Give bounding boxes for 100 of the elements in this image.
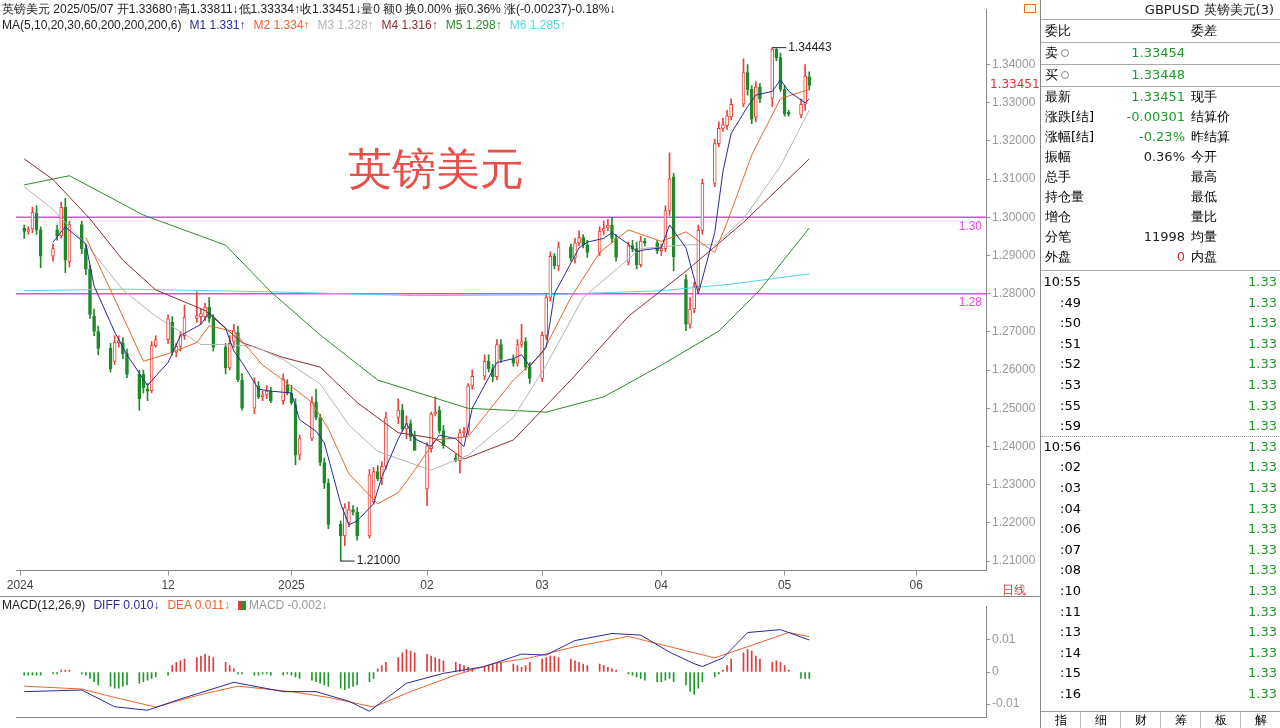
x-tick-label: 2024 [6, 578, 34, 593]
text: 1.33 [1248, 685, 1277, 703]
y-tick-label: -0.01 [992, 696, 1020, 711]
y-tick-label: 1.29000 [992, 247, 1036, 262]
text: 1.33 [1248, 396, 1277, 415]
text: 1.33454 [1131, 44, 1185, 62]
text: 振幅 [1045, 148, 1071, 166]
y-tick-label: 1.25000 [992, 400, 1036, 415]
text: 指 [1041, 712, 1081, 728]
y-tick-label: 1.26000 [992, 362, 1036, 377]
text: :50 [1060, 314, 1081, 333]
text: 1.33 [1248, 602, 1277, 621]
text: :52 [1060, 355, 1081, 374]
text: 现手 [1191, 88, 1217, 106]
text: :14 [1060, 643, 1081, 662]
text: 1.33 [1248, 623, 1277, 642]
text: 板 [1201, 712, 1241, 728]
x-tick-label: 12 [161, 578, 176, 593]
text: 1.33 [1248, 273, 1277, 291]
text: 1.33 [1248, 458, 1277, 477]
text: 最新 [1045, 88, 1071, 106]
text: :55 [1060, 396, 1081, 415]
text: 最低 [1191, 188, 1217, 206]
text: DEA 0.011↓ [167, 598, 230, 612]
text: DIFF 0.010↓ [93, 598, 160, 612]
text: 日线 [1002, 582, 1026, 599]
text: 1.33 [1248, 293, 1277, 312]
text: 今开 [1191, 148, 1217, 166]
text: 1.33 [1248, 376, 1277, 394]
y-tick-label: 0 [992, 664, 999, 679]
text: 结算价 [1191, 108, 1230, 126]
text: M4 1.316↑ [381, 18, 438, 32]
text: 委差 [1191, 22, 1217, 40]
text: :10 [1060, 582, 1081, 600]
annotation: 1.34443 [788, 39, 832, 54]
y-tick-label: 1.28000 [992, 286, 1036, 301]
text: 内盘 [1191, 248, 1217, 266]
text: 1.33 [1248, 582, 1277, 600]
text: :04 [1060, 499, 1081, 518]
text: 1.33 [1248, 561, 1277, 580]
text: 筹 [1161, 712, 1201, 728]
text: :03 [1060, 479, 1081, 497]
text: 解 [1241, 712, 1280, 728]
chart-title: MACD(12,26,9) [2, 598, 86, 612]
text: 总手 [1045, 168, 1071, 186]
text: 1.33 [1248, 355, 1277, 374]
text: 细 [1081, 712, 1121, 728]
text: :06 [1060, 520, 1081, 539]
text: 1.33 [1248, 417, 1277, 436]
text: 1.33 [1248, 499, 1277, 518]
text: 分笔 [1045, 228, 1071, 246]
text: :59 [1060, 417, 1081, 436]
text: M2 1.334↑ [253, 18, 310, 32]
chart-title: 英镑美元 2025/05/07 开1.33680↑高1.33811↓低1.33334↑收1.33451↓量0 额0 换0.00% 振0.36% 涨(-0.00237)-0.18%↓ [2, 2, 616, 16]
y-tick-label: 1.31000 [992, 171, 1036, 186]
y-tick-label: 1.23000 [992, 476, 1036, 491]
text: :49 [1060, 293, 1081, 312]
text: 0.36% [1143, 148, 1185, 166]
y-tick-label: 1.34000 [992, 56, 1036, 71]
text: 涨幅[结] [1045, 128, 1095, 146]
text: 0 [1176, 248, 1185, 266]
y-tick-label: 1.32000 [992, 133, 1036, 148]
y-tick-label: 1.21000 [992, 553, 1036, 568]
text: 1.33 [1248, 664, 1277, 683]
text: 1.33 [1248, 643, 1277, 662]
y-tick-label: 1.24000 [992, 438, 1036, 453]
text: 增仓 [1045, 208, 1071, 226]
y-tick-label: 0.01 [992, 632, 1016, 647]
text: M5 1.298↑ [445, 18, 502, 32]
text: 1.33451 [1131, 88, 1185, 106]
ref-line-label: 1.30 [958, 218, 983, 233]
text: 10:56 [1043, 437, 1081, 456]
x-tick-label: 2025 [278, 578, 306, 593]
text: 11998 [1143, 228, 1185, 246]
legend-title: MA(5,10,20,30,60,200,200,200,6) [2, 18, 182, 32]
x-tick-label: 03 [535, 578, 550, 593]
text: 卖 [1045, 44, 1058, 62]
x-tick-label: 04 [654, 578, 669, 593]
y-tick-label: 1.27000 [992, 324, 1036, 339]
text: 持仓量 [1045, 188, 1084, 206]
text: M3 1.328↑ [317, 18, 374, 32]
x-tick-label: 02 [420, 578, 435, 593]
text: :15 [1060, 664, 1081, 683]
text: 涨跌[结] [1045, 108, 1095, 126]
text: 外盘 [1045, 248, 1071, 266]
text: 1.33 [1248, 540, 1277, 559]
text: M6 1.285↑ [509, 18, 566, 32]
text: 1.33 [1248, 437, 1277, 456]
text: 1.33 [1248, 479, 1277, 497]
text: 昨结算 [1191, 128, 1230, 146]
text: 1.33 [1248, 520, 1277, 539]
text: -0.23% [1139, 128, 1185, 146]
text: :51 [1060, 334, 1081, 353]
text: 最高 [1191, 168, 1217, 186]
text: :16 [1060, 685, 1081, 703]
text: -0.00301 [1126, 108, 1185, 126]
text: :08 [1060, 561, 1081, 580]
text: 1.33451 [990, 77, 1040, 91]
text: GBPUSD 英镑美元(3) [1041, 0, 1280, 20]
text: :11 [1060, 602, 1081, 621]
